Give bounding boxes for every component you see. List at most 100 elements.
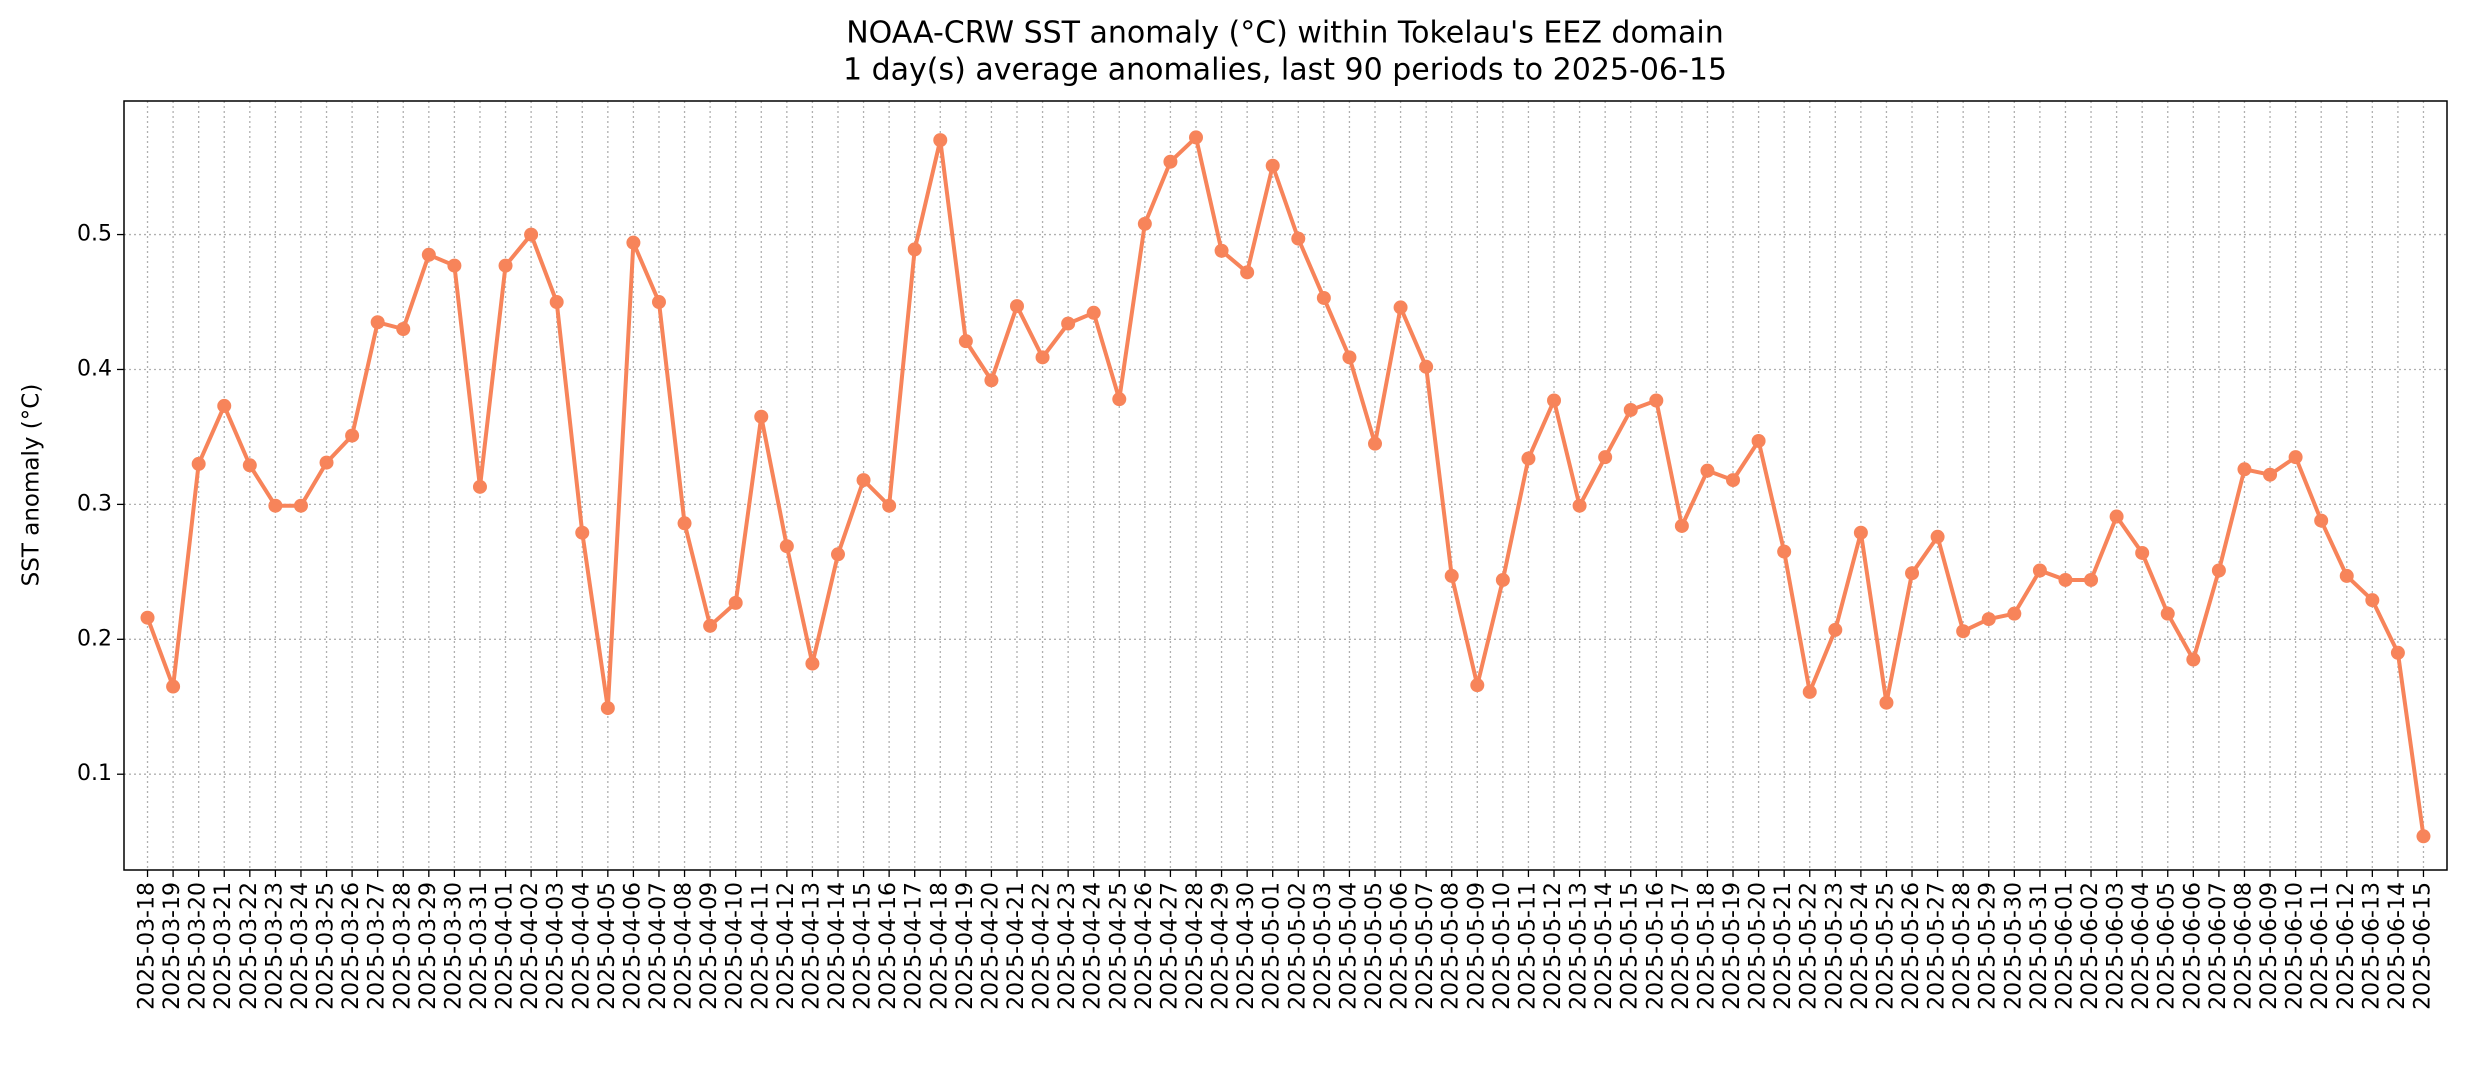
point-marker bbox=[1726, 473, 1741, 488]
point-marker bbox=[1112, 392, 1127, 407]
point-marker bbox=[370, 315, 385, 330]
point-marker bbox=[1470, 678, 1485, 693]
x-tick-label: 2025-03-31 bbox=[467, 882, 492, 1010]
x-tick-label: 2025-04-29 bbox=[1209, 882, 1234, 1010]
point-marker bbox=[1905, 566, 1920, 581]
x-tick-label: 2025-05-28 bbox=[1950, 882, 1975, 1010]
x-tick-label: 2025-05-29 bbox=[1976, 882, 2001, 1010]
point-marker bbox=[2416, 829, 2431, 844]
x-tick-label: 2025-04-06 bbox=[620, 882, 645, 1010]
point-marker bbox=[2314, 513, 2329, 528]
x-tick-label: 2025-05-11 bbox=[1515, 882, 1540, 1010]
x-tick-label: 2025-05-27 bbox=[1925, 882, 1950, 1010]
point-marker bbox=[1981, 612, 1996, 627]
x-tick-label: 2025-06-13 bbox=[2359, 882, 2384, 1010]
point-marker bbox=[217, 398, 232, 413]
x-tick-label: 2025-04-07 bbox=[646, 882, 671, 1010]
y-tick-label: 0.1 bbox=[77, 761, 112, 786]
x-tick-label: 2025-03-19 bbox=[160, 882, 185, 1010]
point-marker bbox=[626, 235, 641, 250]
x-tick-label: 2025-03-28 bbox=[390, 882, 415, 1010]
x-tick-label: 2025-04-01 bbox=[493, 882, 518, 1010]
x-tick-label: 2025-03-25 bbox=[314, 882, 339, 1010]
point-marker bbox=[1700, 463, 1715, 478]
x-tick-label: 2025-05-14 bbox=[1592, 882, 1617, 1010]
x-tick-label: 2025-03-21 bbox=[211, 882, 236, 1010]
x-tick-label: 2025-04-19 bbox=[953, 882, 978, 1010]
point-marker bbox=[1674, 518, 1689, 533]
x-tick-label: 2025-04-12 bbox=[774, 882, 799, 1010]
point-marker bbox=[345, 428, 360, 443]
point-marker bbox=[447, 258, 462, 273]
point-marker bbox=[1188, 130, 1203, 145]
chart-subtitle: 1 day(s) average anomalies, last 90 peri… bbox=[843, 53, 1727, 88]
point-marker bbox=[293, 498, 308, 513]
x-tick-label: 2025-04-30 bbox=[1234, 882, 1259, 1010]
point-marker bbox=[2365, 593, 2380, 608]
point-marker bbox=[754, 409, 769, 424]
point-marker bbox=[191, 456, 206, 471]
point-marker bbox=[1777, 544, 1792, 559]
point-marker bbox=[1649, 393, 1664, 408]
y-tick-label: 0.4 bbox=[77, 356, 112, 381]
x-tick-label: 2025-05-10 bbox=[1490, 882, 1515, 1010]
point-marker bbox=[830, 547, 845, 562]
point-marker bbox=[2339, 568, 2354, 583]
point-marker bbox=[2007, 606, 2022, 621]
x-tick-label: 2025-03-23 bbox=[262, 882, 287, 1010]
point-marker bbox=[1214, 243, 1229, 258]
x-tick-label: 2025-04-09 bbox=[697, 882, 722, 1010]
point-marker bbox=[2186, 652, 2201, 667]
point-marker bbox=[140, 610, 155, 625]
point-marker bbox=[2263, 467, 2278, 482]
point-marker bbox=[2109, 509, 2124, 524]
point-marker bbox=[1879, 695, 1894, 710]
x-tick-label: 2025-05-15 bbox=[1618, 882, 1643, 1010]
x-tick-label: 2025-05-09 bbox=[1464, 882, 1489, 1010]
x-tick-label: 2025-05-12 bbox=[1541, 882, 1566, 1010]
point-marker bbox=[498, 258, 513, 273]
x-tick-label: 2025-06-07 bbox=[2206, 882, 2231, 1010]
plot-frame bbox=[123, 100, 2448, 871]
point-marker bbox=[549, 295, 564, 310]
x-tick-label: 2025-03-30 bbox=[441, 882, 466, 1010]
point-marker bbox=[856, 473, 871, 488]
x-tick-label: 2025-03-18 bbox=[135, 882, 160, 1010]
x-tick-label: 2025-04-05 bbox=[595, 882, 620, 1010]
x-tick-label: 2025-05-25 bbox=[1873, 882, 1898, 1010]
x-tick-label: 2025-05-21 bbox=[1771, 882, 1796, 1010]
x-tick-label: 2025-04-03 bbox=[544, 882, 569, 1010]
x-tick-label: 2025-04-02 bbox=[518, 882, 543, 1010]
point-marker bbox=[677, 516, 692, 531]
x-tick-label: 2025-06-04 bbox=[2129, 882, 2154, 1010]
x-tick-label: 2025-04-11 bbox=[748, 882, 773, 1010]
point-marker bbox=[600, 701, 615, 716]
chart-title: NOAA-CRW SST anomaly (°C) within Tokelau… bbox=[846, 16, 1724, 51]
x-tick-label: 2025-04-15 bbox=[851, 882, 876, 1010]
point-marker bbox=[1393, 300, 1408, 315]
point-marker bbox=[1956, 624, 1971, 639]
point-marker bbox=[907, 242, 922, 257]
point-marker bbox=[1598, 450, 1613, 465]
point-marker bbox=[1163, 154, 1178, 169]
x-tick-label: 2025-05-05 bbox=[1362, 882, 1387, 1010]
point-marker bbox=[933, 133, 948, 148]
point-marker bbox=[2135, 545, 2150, 560]
point-marker bbox=[2032, 563, 2047, 578]
x-tick-label: 2025-05-06 bbox=[1388, 882, 1413, 1010]
point-marker bbox=[242, 458, 257, 473]
series-line bbox=[145, 135, 2426, 837]
x-tick-label: 2025-04-18 bbox=[927, 882, 952, 1010]
x-tick-label: 2025-06-08 bbox=[2231, 882, 2256, 1010]
point-marker bbox=[1086, 305, 1101, 320]
x-tick-label: 2025-04-27 bbox=[1157, 882, 1182, 1010]
point-marker bbox=[1521, 451, 1536, 466]
x-tick-label: 2025-05-20 bbox=[1746, 882, 1771, 1010]
x-tick-label: 2025-03-27 bbox=[365, 882, 390, 1010]
x-tick-label: 2025-03-26 bbox=[339, 882, 364, 1010]
x-tick-label: 2025-05-16 bbox=[1643, 882, 1668, 1010]
point-marker bbox=[958, 334, 973, 349]
x-tick-label: 2025-03-24 bbox=[288, 882, 313, 1010]
point-marker bbox=[1035, 350, 1050, 365]
